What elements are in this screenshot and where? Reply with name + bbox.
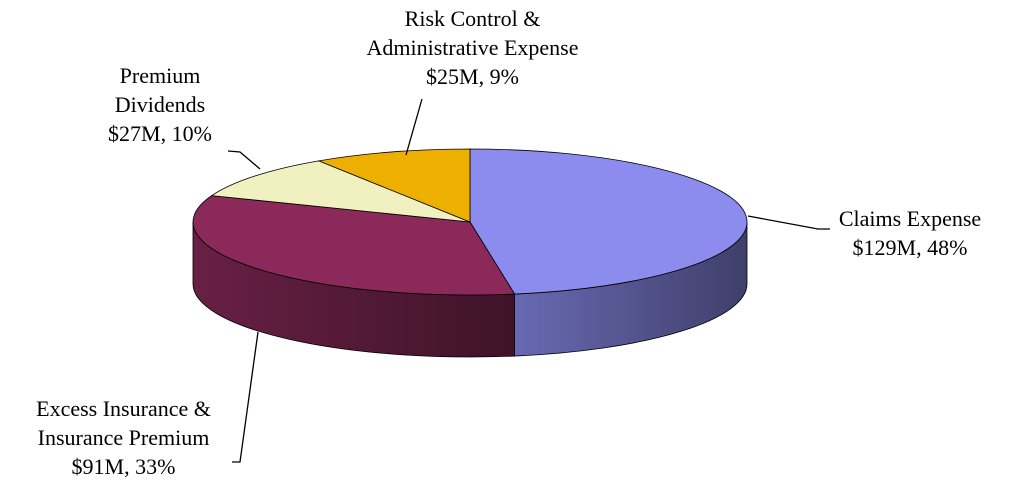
slice bbox=[317, 148, 471, 223]
category-label: Premium Dividends bbox=[114, 63, 206, 117]
slice-label: Excess Insurance & Insurance Premium $91M… bbox=[6, 394, 241, 481]
slice-label: Claims Expense $129M, 48% bbox=[815, 204, 1005, 262]
category-label: Risk Control & Administrative Expense bbox=[366, 6, 579, 60]
data-label: $91M, 33% bbox=[71, 454, 176, 479]
slice-label: Risk Control & Administrative Expense $25… bbox=[350, 4, 595, 91]
leader-line bbox=[747, 215, 830, 230]
slice bbox=[210, 160, 471, 223]
data-label: $27M, 10% bbox=[108, 121, 212, 146]
data-label: $129M, 48% bbox=[852, 235, 968, 260]
category-label: Claims Expense bbox=[838, 206, 982, 231]
slice bbox=[469, 148, 748, 295]
leader-line bbox=[227, 150, 261, 170]
category-label: Excess Insurance & Insurance Premium bbox=[36, 396, 211, 450]
leader-lines bbox=[227, 98, 830, 463]
leader-line bbox=[232, 331, 259, 463]
leader-line bbox=[405, 98, 423, 156]
data-label: $25M, 9% bbox=[426, 64, 519, 89]
slice-label: Premium Dividends $27M, 10% bbox=[80, 61, 240, 148]
slice bbox=[192, 195, 516, 296]
